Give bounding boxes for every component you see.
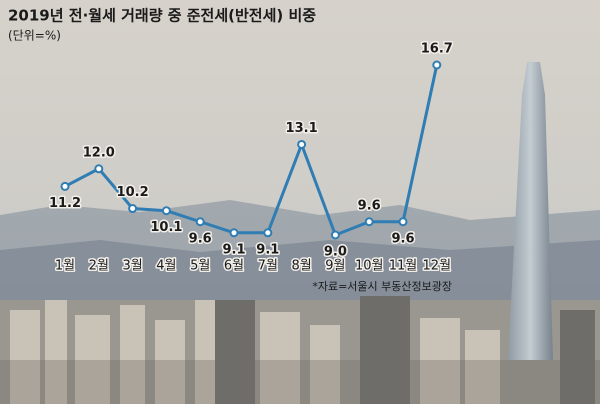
data-point <box>263 228 273 238</box>
x-tick-label: 7월 <box>258 259 278 274</box>
x-tick-label: 2월 <box>89 259 109 274</box>
value-label: 9.6 <box>391 231 414 246</box>
data-point <box>364 217 374 227</box>
value-label: 16.7 <box>421 42 453 57</box>
data-point <box>94 164 104 174</box>
chart-title: 2019년 전·월세 거래량 중 준전세(반전세) 비중 <box>8 7 316 25</box>
data-point <box>161 206 171 216</box>
data-point <box>60 181 70 191</box>
data-point <box>195 217 205 227</box>
value-label: 9.0 <box>324 245 347 260</box>
data-point <box>297 139 307 149</box>
data-point <box>330 230 340 240</box>
value-label: 9.1 <box>222 242 245 257</box>
chart-subtitle: (단위=%) <box>8 29 61 43</box>
source-note: *자료=서울시 부동산정보광장 <box>312 280 452 293</box>
x-tick-label: 5월 <box>190 259 210 274</box>
x-tick-label: 9월 <box>325 259 345 274</box>
x-tick-label: 6월 <box>224 259 244 274</box>
value-label: 9.6 <box>358 198 381 213</box>
x-tick-label: 1월 <box>55 259 75 274</box>
data-line <box>64 64 439 237</box>
x-tick-label: 11월 <box>389 259 418 274</box>
value-label: 10.1 <box>150 220 182 235</box>
value-label: 10.2 <box>117 185 149 200</box>
x-tick-label: 8월 <box>291 259 311 274</box>
data-point <box>398 217 408 227</box>
data-point <box>432 60 442 70</box>
data-point <box>128 204 138 214</box>
value-label: 9.6 <box>189 231 212 246</box>
x-tick-label: 12월 <box>423 259 452 274</box>
value-label: 9.1 <box>256 242 279 257</box>
value-label: 13.1 <box>286 121 318 136</box>
x-tick-label: 3월 <box>122 259 142 274</box>
data-point <box>229 228 239 238</box>
value-label: 11.2 <box>49 196 81 211</box>
x-tick-label: 10월 <box>355 259 384 274</box>
value-label: 12.0 <box>83 145 115 160</box>
x-tick-label: 4월 <box>156 259 176 274</box>
